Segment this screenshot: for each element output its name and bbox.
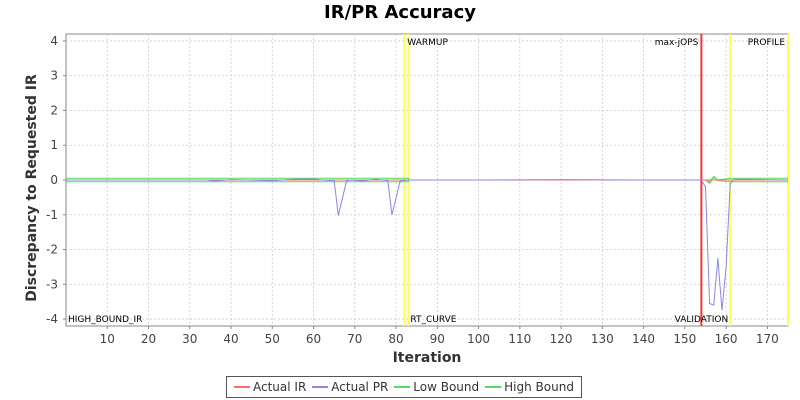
x-tick-label: 130 [591,332,614,346]
phase-region-label: VALIDATION [675,315,729,325]
legend-swatch-low-bound [394,386,411,388]
y-tick-label: -4 [46,312,58,326]
chart-title: IR/PR Accuracy [324,2,476,23]
y-tick-label: 0 [50,173,58,187]
x-tick-label: 90 [430,332,445,346]
legend-label-low-bound: Low Bound [413,380,480,394]
series-line-actual-pr [66,178,789,311]
x-tick-label: 140 [632,332,655,346]
y-tick-label: 2 [50,103,58,117]
x-tick-label: 50 [265,332,280,346]
x-tick-label: 10 [100,332,115,346]
legend-label-high-bound: High Bound [504,380,574,394]
phase-marker-label: PROFILE [748,38,786,48]
phase-region-label: RT_CURVE [410,315,456,325]
legend-item-actual-ir: Actual IR [234,380,306,394]
phase-marker-label: max-jOPS [655,38,699,48]
x-tick-label: 110 [508,332,531,346]
x-tick-label: 80 [388,332,403,346]
y-tick-label: 3 [50,69,58,83]
x-tick-label: 30 [182,332,197,346]
y-tick-label: 1 [50,138,58,152]
y-tick-label: -1 [46,208,58,222]
chart-legend: Actual IR Actual PR Low Bound High Bound [226,376,582,398]
legend-swatch-high-bound [485,386,502,388]
y-tick-label: 4 [50,34,58,48]
phase-marker-label: WARMUP [407,38,448,48]
y-tick-label: -2 [46,243,58,257]
x-tick-label: 60 [306,332,321,346]
x-tick-label: 120 [550,332,573,346]
x-tick-label: 100 [467,332,490,346]
x-tick-label: 170 [756,332,779,346]
legend-label-actual-ir: Actual IR [253,380,307,394]
legend-item-low-bound: Low Bound [394,380,479,394]
x-tick-label: 20 [141,332,156,346]
legend-swatch-actual-pr [312,386,329,388]
legend-swatch-actual-ir [234,386,250,388]
legend-item-high-bound: High Bound [485,380,574,394]
phase-region-label: HIGH_BOUND_IR [68,315,142,325]
legend-label-actual-pr: Actual PR [331,380,389,394]
y-tick-label: -3 [46,277,58,291]
legend-item-actual-pr: Actual PR [312,380,388,394]
x-tick-label: 160 [715,332,738,346]
series-line-high-bound [66,175,788,183]
x-tick-label: 70 [347,332,362,346]
series-line-low-bound [66,176,788,185]
x-tick-label: 40 [223,332,238,346]
x-tick-label: 150 [673,332,696,346]
x-axis-label: Iteration [392,350,462,366]
